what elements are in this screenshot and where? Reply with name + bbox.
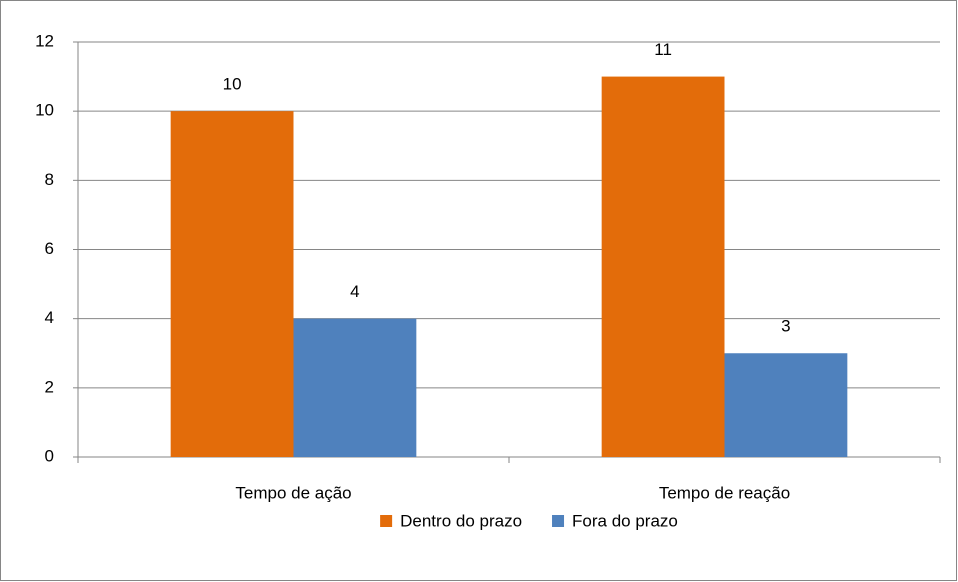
- data-label: 11: [654, 40, 672, 59]
- legend-swatch: [552, 515, 565, 527]
- bar: [724, 353, 848, 457]
- data-label: 10: [223, 75, 242, 94]
- bar: [293, 318, 417, 457]
- data-label: 3: [781, 317, 790, 336]
- y-tick-label: 12: [35, 31, 54, 50]
- y-tick-label: 0: [45, 446, 54, 465]
- x-tick-label: Tempo de ação: [235, 483, 351, 502]
- legend-label: Dentro do prazo: [400, 511, 522, 530]
- y-tick-label: 4: [45, 308, 54, 327]
- bar: [170, 111, 294, 458]
- legend-label: Fora do prazo: [572, 511, 678, 530]
- y-tick-label: 6: [45, 239, 54, 258]
- y-tick-label: 10: [35, 101, 54, 120]
- bar: [601, 76, 725, 457]
- y-tick-label: 2: [45, 377, 54, 396]
- y-tick-label: 8: [45, 170, 54, 189]
- data-label: 4: [350, 282, 359, 301]
- x-tick-label: Tempo de reação: [659, 483, 790, 502]
- legend-swatch: [380, 515, 393, 527]
